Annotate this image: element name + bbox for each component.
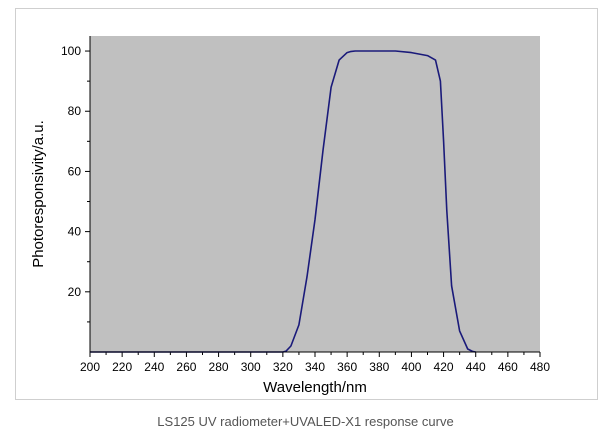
chart-caption: LS125 UV radiometer+UVALED-X1 response c…: [157, 414, 454, 429]
x-tick-label: 440: [466, 360, 486, 374]
x-tick-label: 320: [273, 360, 293, 374]
x-axis-label: Wavelength/nm: [263, 379, 367, 396]
x-tick-label: 420: [434, 360, 454, 374]
y-tick-label: 80: [68, 104, 82, 118]
x-tick-label: 360: [337, 360, 357, 374]
x-tick-label: 460: [498, 360, 518, 374]
x-tick-label: 200: [80, 360, 100, 374]
y-tick-label: 40: [68, 225, 82, 239]
y-tick-label: 60: [68, 164, 82, 178]
x-tick-label: 380: [369, 360, 389, 374]
x-tick-label: 400: [401, 360, 421, 374]
x-tick-label: 340: [305, 360, 325, 374]
x-tick-label: 220: [112, 360, 132, 374]
x-tick-label: 280: [209, 360, 229, 374]
y-tick-label: 20: [68, 285, 82, 299]
response-chart: 200 220 240 260 280 300 320 340 360 380 400 420 440 4…: [30, 36, 550, 396]
response-curve: [90, 50, 476, 353]
y-axis-label: Photoresponsivity/a.u.: [30, 120, 47, 268]
x-tick-label: 260: [176, 360, 196, 374]
axis-ticks: 200 220 240 260 280 300 320 340 360 380 400 420 440 4…: [61, 44, 550, 374]
x-tick-label: 240: [144, 360, 164, 374]
x-tick-label: 300: [241, 360, 261, 374]
y-tick-label: 100: [61, 44, 81, 58]
plot-area: [90, 36, 540, 352]
x-tick-label: 480: [530, 360, 550, 374]
